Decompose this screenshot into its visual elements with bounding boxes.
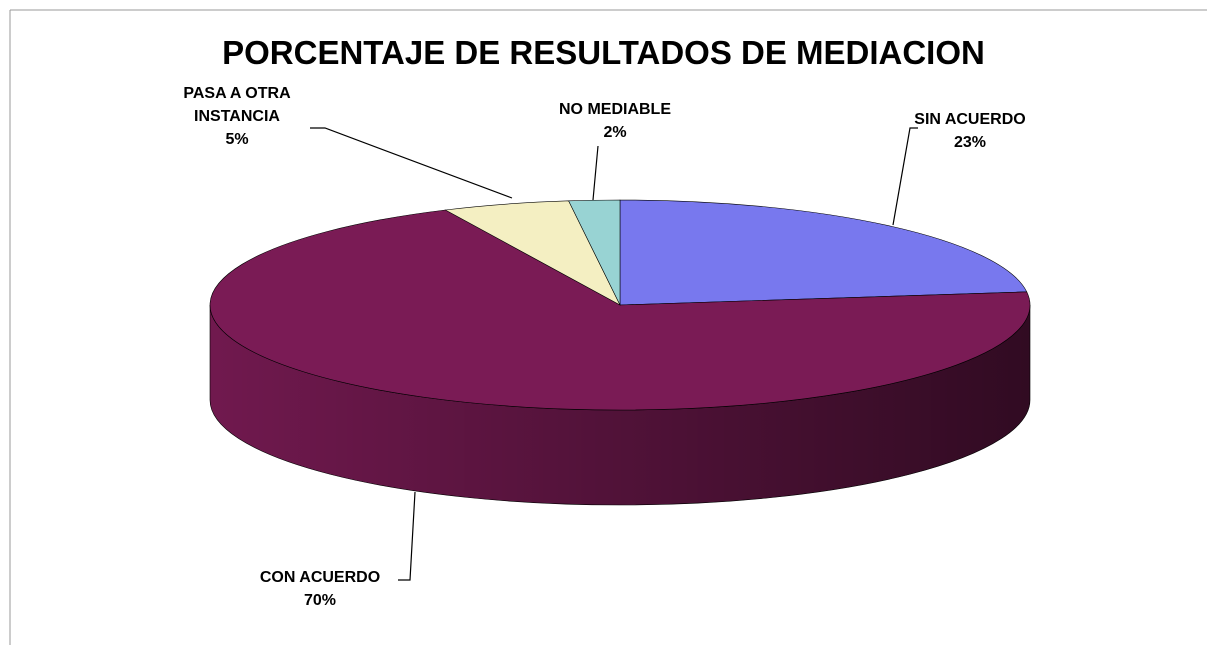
label-value: 5% <box>225 131 249 148</box>
data-label: SIN ACUERDO 23% <box>914 108 1025 154</box>
pie-slice <box>568 199 621 306</box>
label-name: SIN ACUERDO <box>914 111 1026 128</box>
side-shade <box>210 305 1030 505</box>
label-name: CON ACUERDO <box>259 569 381 586</box>
data-label: CON ACUERDO 70% <box>260 566 380 612</box>
label-value: 70% <box>303 592 337 609</box>
label-name: PASA A OTRA INSTANCIA <box>183 85 291 125</box>
pie-slice <box>619 199 1028 306</box>
chart-title: PORCENTAJE DE RESULTADOS DE MEDIACION <box>222 34 985 71</box>
label-value: 2% <box>603 124 627 141</box>
label-value: 23% <box>953 134 987 151</box>
leader-line <box>892 127 918 226</box>
leader-line <box>310 127 513 199</box>
pie-slice <box>209 209 1031 411</box>
label-name: NO MEDIABLE <box>559 101 671 118</box>
data-label: NO MEDIABLE 2% <box>559 98 671 144</box>
leader-line <box>592 145 599 201</box>
data-label: PASA A OTRA INSTANCIA 5% <box>157 82 317 151</box>
leader-line <box>398 491 416 581</box>
